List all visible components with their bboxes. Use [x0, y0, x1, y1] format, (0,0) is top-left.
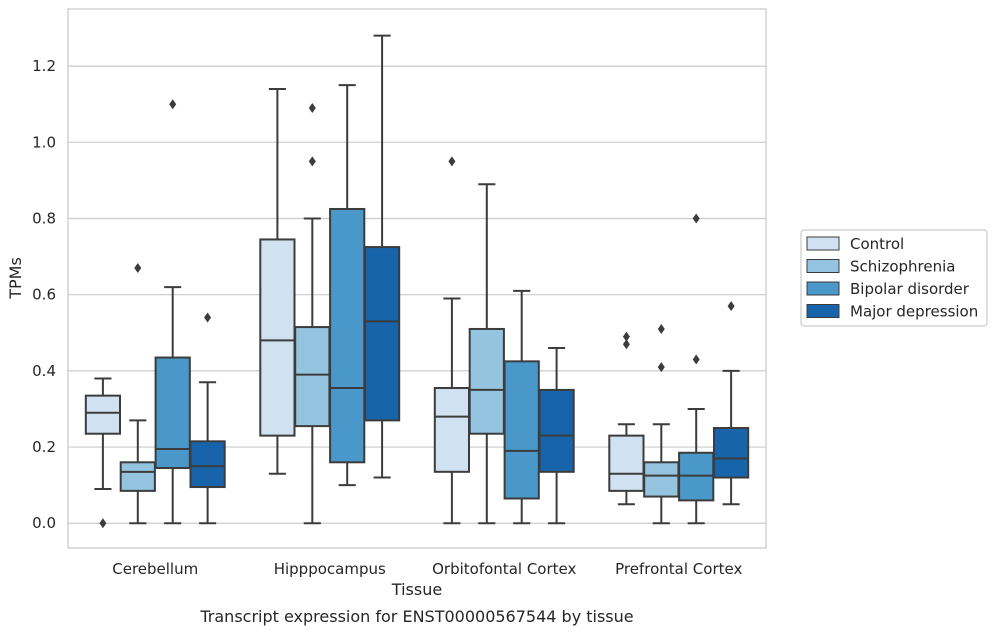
- outlier-point: [622, 331, 630, 342]
- box-0-0: [84, 377, 122, 529]
- legend-frame: [800, 229, 988, 327]
- x-tick-label: Prefrontal Cortex: [615, 560, 742, 578]
- box-2-1: [468, 183, 505, 525]
- x-tick-label: Cerebellum: [112, 560, 198, 578]
- box-0-2: [154, 99, 191, 525]
- legend-swatch: [806, 281, 840, 296]
- box-iqr: [608, 434, 645, 492]
- x-tick-labels: Cerebellum Hipppocampus Orbitofontal Corte…: [112, 560, 742, 578]
- outlier-point: [99, 518, 107, 529]
- x-tick-label: Hipppocampus: [274, 560, 386, 578]
- legend-label: Bipolar disorder: [850, 280, 970, 298]
- y-tick-label: 1.2: [32, 57, 56, 75]
- legend-label: Control: [850, 235, 904, 253]
- box-groups: [84, 34, 750, 529]
- box-2-2: [503, 289, 540, 525]
- box-iqr: [433, 387, 471, 473]
- box-iqr: [84, 394, 122, 435]
- box-iqr: [712, 427, 750, 479]
- box-0-3: [189, 312, 226, 525]
- box-iqr: [329, 207, 366, 464]
- legend: Control Schizophrenia Bipolar disorder Majo…: [800, 229, 988, 327]
- outlier-point: [657, 362, 665, 373]
- box-iqr: [294, 326, 331, 428]
- box-iqr: [119, 461, 156, 492]
- box-3-3: [712, 301, 750, 506]
- outlier-point: [622, 339, 630, 350]
- box-iqr: [363, 246, 401, 422]
- outlier-point: [657, 323, 665, 334]
- outlier-point: [308, 156, 316, 167]
- outlier-point: [134, 263, 142, 274]
- outlier-point: [692, 354, 700, 365]
- y-tick-label: 0.2: [32, 438, 56, 456]
- box-1-3: [363, 34, 401, 479]
- box-1-0: [259, 87, 296, 475]
- box-iqr: [154, 356, 191, 470]
- box-3-0: [608, 331, 645, 506]
- box-iqr: [643, 461, 680, 498]
- box-1-2: [329, 84, 366, 487]
- y-axis-label: TPMs: [6, 257, 25, 300]
- box-iqr: [538, 388, 575, 473]
- y-tick-label: 0.0: [32, 514, 56, 532]
- outlier-point: [692, 213, 700, 224]
- box-0-1: [119, 263, 156, 525]
- y-tick-label: 0.4: [32, 362, 56, 380]
- legend-swatch: [806, 236, 840, 251]
- box-iqr: [189, 440, 226, 489]
- legend-label: Schizophrenia: [850, 258, 955, 276]
- outlier-point: [448, 156, 456, 167]
- y-tick-label: 0.6: [32, 286, 56, 304]
- box-2-3: [538, 347, 575, 525]
- box-3-2: [678, 213, 715, 525]
- box-3-1: [643, 323, 680, 525]
- legend-swatch: [806, 259, 840, 273]
- x-axis-label: Tissue: [391, 580, 442, 599]
- y-tick-label: 1.0: [32, 133, 56, 151]
- outlier-point: [169, 99, 177, 110]
- legend-label: Major depression: [850, 303, 978, 321]
- box-iqr: [503, 360, 540, 500]
- box-iqr: [259, 238, 296, 437]
- chart-caption: Transcript expression for ENST0000056754…: [199, 607, 633, 626]
- x-tick-label: Orbitofontal Cortex: [432, 560, 576, 578]
- outlier-point: [727, 301, 735, 312]
- legend-swatch: [806, 304, 840, 318]
- outlier-point: [204, 312, 212, 323]
- box-2-0: [433, 156, 471, 525]
- outlier-point: [308, 103, 316, 114]
- box-iqr: [468, 327, 505, 435]
- box-1-1: [294, 103, 331, 525]
- y-tick-labels: 0.0 0.2 0.4 0.6 0.8 1.0 1.2: [32, 57, 56, 532]
- y-tick-label: 0.8: [32, 210, 56, 228]
- plot-frame: [67, 8, 767, 549]
